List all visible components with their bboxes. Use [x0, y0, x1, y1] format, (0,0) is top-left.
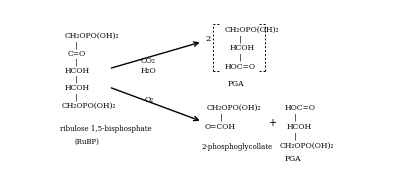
Text: HCOH: HCOH	[64, 67, 90, 75]
Text: +: +	[269, 118, 276, 128]
Text: |: |	[294, 114, 296, 122]
Text: |: |	[75, 76, 78, 84]
Text: |: |	[239, 54, 241, 62]
Text: HCOH: HCOH	[64, 84, 90, 92]
Text: |: |	[239, 35, 241, 43]
Text: CH₂OPO(OH)₂: CH₂OPO(OH)₂	[61, 102, 116, 110]
Text: CH₂OPO(OH)₂: CH₂OPO(OH)₂	[65, 32, 120, 40]
Text: |: |	[220, 114, 223, 122]
Text: HOC=O: HOC=O	[225, 63, 256, 71]
Text: CH₂OPO(OH)₂: CH₂OPO(OH)₂	[206, 104, 261, 112]
Text: H₂O: H₂O	[141, 67, 157, 75]
Text: PGA: PGA	[284, 155, 301, 163]
Text: |: |	[75, 41, 78, 49]
Text: CH₂OPO(OH)₂: CH₂OPO(OH)₂	[280, 142, 334, 150]
Text: HOC=O: HOC=O	[285, 104, 316, 112]
Text: CO₂: CO₂	[141, 57, 156, 65]
Text: 2-phosphoglycollate: 2-phosphoglycollate	[201, 142, 273, 151]
Text: |: |	[75, 93, 78, 101]
Text: O=COH: O=COH	[205, 123, 236, 131]
Text: HCOH: HCOH	[286, 123, 311, 131]
Text: CH₂OPO(OH)₂: CH₂OPO(OH)₂	[225, 25, 279, 34]
Text: C=O: C=O	[68, 50, 86, 58]
Text: ribulose 1,5-bisphosphate: ribulose 1,5-bisphosphate	[60, 125, 152, 133]
Text: (RuBP): (RuBP)	[74, 138, 99, 146]
Text: 2: 2	[206, 35, 211, 43]
Text: |: |	[294, 132, 296, 140]
Text: |: |	[75, 58, 78, 66]
Text: HCOH: HCOH	[229, 44, 254, 52]
Text: O₂: O₂	[144, 96, 153, 104]
Text: PGA: PGA	[227, 80, 244, 88]
